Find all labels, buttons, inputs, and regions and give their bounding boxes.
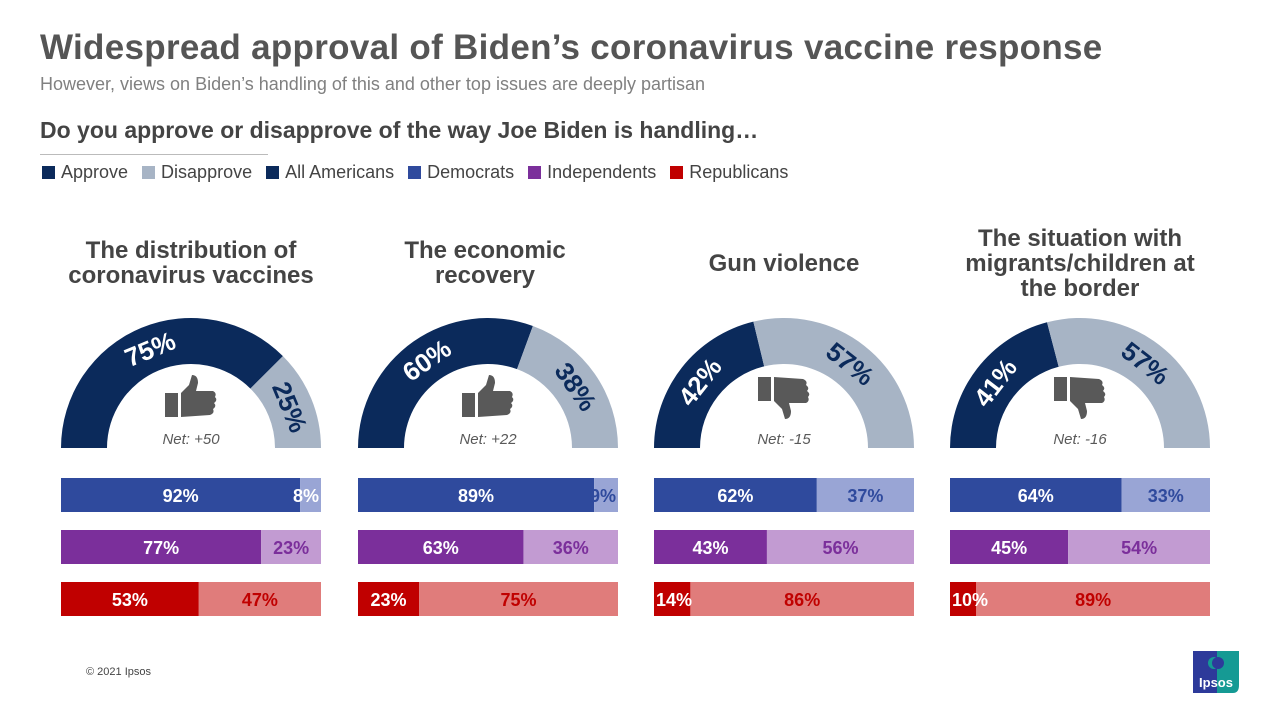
ind-approve-bar — [358, 530, 524, 564]
legend-item-republicans: Republicans — [670, 162, 788, 183]
subtitle: However, views on Biden’s handling of th… — [40, 74, 706, 94]
ind-approve-label: 43% — [692, 538, 728, 558]
dem-disapprove-label: 9% — [590, 486, 616, 506]
dem-disapprove-label: 37% — [847, 486, 883, 506]
dem-disapprove-bar — [1121, 478, 1210, 512]
dem-approve-bar — [61, 478, 301, 512]
rep-approve-label: 23% — [370, 590, 406, 610]
legend-label: Republicans — [689, 162, 789, 182]
gauge-approve-segment — [950, 322, 1059, 448]
legend-item-all-americans: All Americans — [266, 162, 394, 183]
ind-approve-label: 77% — [143, 538, 179, 558]
dem-disapprove-bar — [816, 478, 914, 512]
ind-disapprove-label: 56% — [822, 538, 858, 558]
ind-disapprove-bar — [766, 530, 914, 564]
rep-approve-bar — [358, 582, 420, 616]
category-title: The situation with migrants/children at … — [965, 224, 1195, 302]
rep-approve-label: 53% — [112, 590, 148, 610]
thumbs-down-icon — [758, 377, 810, 419]
rep-approve-label: 10% — [952, 590, 988, 610]
legend-item-democrats: Democrats — [408, 162, 514, 183]
rep-approve-bar — [61, 582, 199, 616]
svg-text:Ipsos: Ipsos — [1199, 675, 1233, 690]
ind-disapprove-bar — [1068, 530, 1210, 564]
ind-disapprove-label: 36% — [553, 538, 589, 558]
rep-approve-label: 14% — [656, 590, 692, 610]
dem-approve-bar — [358, 478, 595, 512]
rep-disapprove-bar — [976, 582, 1210, 616]
dem-disapprove-label: 8% — [293, 486, 319, 506]
ind-approve-bar — [950, 530, 1069, 564]
thumbs-up-icon — [462, 375, 514, 417]
page-title: Widespread approval of Biden’s coronavir… — [40, 28, 1103, 67]
legend-swatch — [266, 166, 280, 179]
legend-label: Democrats — [427, 162, 515, 182]
ind-approve-label: 45% — [991, 538, 1027, 558]
gauge-disapprove-segment — [753, 318, 914, 448]
rep-approve-bar — [950, 582, 977, 616]
thumbs-down-icon — [1054, 377, 1106, 419]
ind-approve-bar — [654, 530, 767, 564]
legend-label: Independents — [547, 162, 657, 182]
rep-disapprove-bar — [419, 582, 618, 616]
category-title: The distribution of coronavirus vaccines — [68, 237, 314, 289]
dem-approve-label: 89% — [458, 486, 494, 506]
rep-approve-bar — [654, 582, 691, 616]
legend-label: All Americans — [285, 162, 395, 182]
rep-disapprove-bar — [198, 582, 321, 616]
gauge-approve-segment — [654, 321, 765, 448]
rep-disapprove-label: 75% — [500, 590, 536, 610]
legend-swatch — [670, 166, 684, 179]
category-title: The economic recovery — [404, 237, 566, 289]
question: Do you approve or disapprove of the way … — [40, 117, 759, 143]
net-label: Net: +22 — [459, 431, 517, 448]
gauge-approve-segment — [358, 318, 533, 448]
ind-disapprove-label: 54% — [1121, 538, 1157, 558]
gauge-disapprove-segment — [517, 325, 618, 448]
dem-approve-label: 92% — [163, 486, 199, 506]
ind-approve-bar — [61, 530, 262, 564]
dem-disapprove-bar — [300, 478, 321, 512]
legend-label: Disapprove — [161, 162, 253, 182]
rep-disapprove-label: 47% — [242, 590, 278, 610]
ipsos-logo: Ipsos — [1193, 651, 1239, 693]
ind-disapprove-bar — [523, 530, 618, 564]
rep-disapprove-bar — [690, 582, 914, 616]
category-title: Gun violence — [708, 249, 860, 277]
copyright: © 2021 Ipsos — [86, 666, 151, 678]
net-label: Net: +50 — [162, 431, 220, 448]
legend-swatch — [408, 166, 422, 179]
dem-approve-bar — [654, 478, 817, 512]
gauge-approve-segment — [61, 317, 283, 448]
dem-approve-label: 64% — [1018, 486, 1054, 506]
rep-disapprove-label: 89% — [1075, 590, 1111, 610]
dem-approve-label: 62% — [717, 486, 753, 506]
legend-swatch — [42, 166, 55, 179]
ind-disapprove-label: 23% — [273, 538, 309, 558]
legend-swatch — [142, 166, 156, 179]
net-label: Net: -15 — [757, 431, 811, 448]
divider — [40, 154, 268, 155]
dem-disapprove-label: 33% — [1148, 486, 1184, 506]
gauge-disapprove-segment — [250, 356, 322, 448]
rep-disapprove-label: 86% — [784, 590, 820, 610]
legend: Approve Disapprove All Americans Democra… — [42, 162, 788, 183]
gauge-disapprove-segment — [1047, 318, 1210, 448]
legend-item-independents: Independents — [528, 162, 656, 183]
legend-swatch — [528, 166, 542, 179]
legend-label: Approve — [61, 162, 129, 182]
dem-approve-bar — [950, 478, 1122, 512]
legend-item-disapprove: Disapprove — [142, 162, 252, 183]
net-label: Net: -16 — [1053, 431, 1107, 448]
thumbs-up-icon — [165, 375, 217, 417]
legend-item-approve: Approve — [42, 162, 128, 183]
ind-approve-label: 63% — [423, 538, 459, 558]
ind-disapprove-bar — [261, 530, 321, 564]
dem-disapprove-bar — [594, 478, 618, 512]
